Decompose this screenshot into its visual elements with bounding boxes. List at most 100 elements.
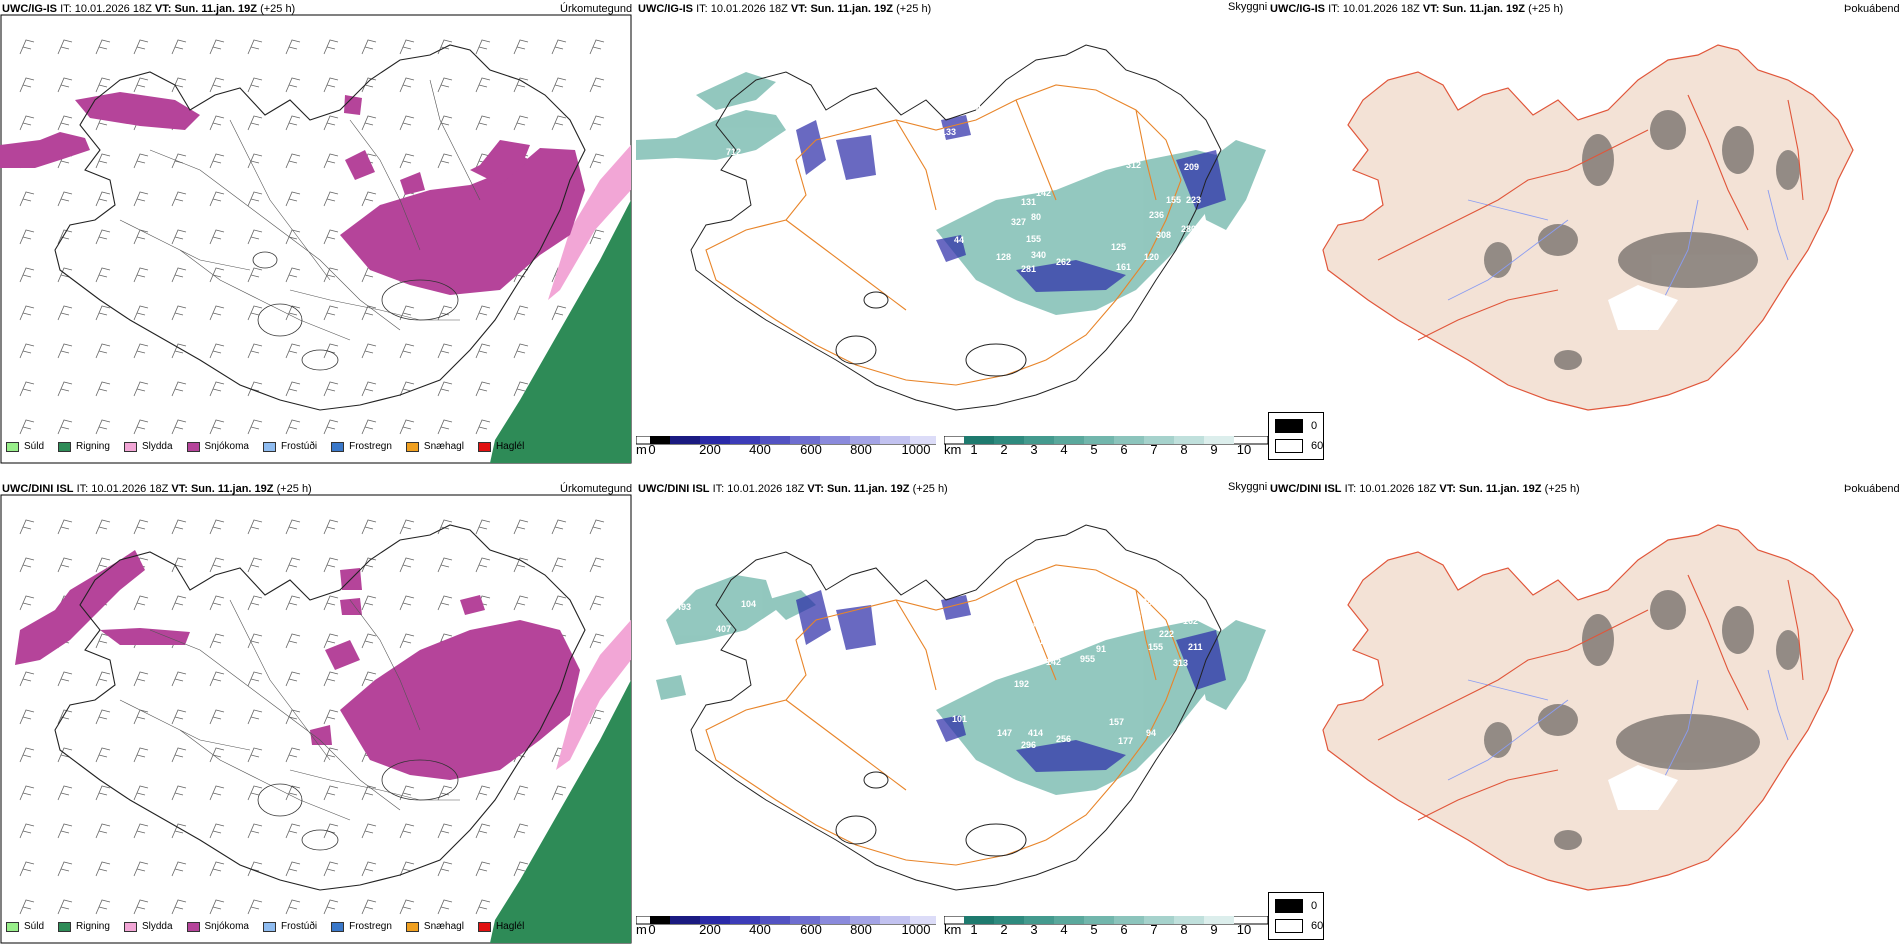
white-glacier <box>1608 765 1678 810</box>
wind-barb <box>551 595 567 611</box>
legend-hail: Haglél <box>495 921 525 932</box>
colorbar-unit: km <box>944 922 962 937</box>
wind-barb <box>19 305 35 321</box>
colorbar-tick: 6 <box>1120 922 1128 937</box>
wind-barb <box>57 267 73 283</box>
label-value: 167 <box>1034 609 1049 619</box>
wind-barb <box>209 823 225 839</box>
legend-rain: Rigning <box>76 921 110 932</box>
wind-barb <box>437 381 453 397</box>
wind-barb <box>285 823 301 839</box>
model-name: UWC/IG-IS <box>1270 3 1325 15</box>
fog-legend-high: 60 <box>1311 920 1324 932</box>
it-value: 10.01.2026 18Z <box>727 483 805 495</box>
wind-barb <box>247 633 263 649</box>
wind-barb <box>285 39 301 55</box>
wind-barb <box>323 191 339 207</box>
vt-label: VT: <box>1422 3 1440 15</box>
wind-barb <box>171 519 187 535</box>
fog-map <box>1322 524 1854 891</box>
glaciers <box>257 759 459 851</box>
label-value: 310 <box>1094 605 1109 615</box>
wind-barb <box>171 267 187 283</box>
it-value: 10.01.2026 18Z <box>710 3 788 15</box>
wind-barb <box>247 77 263 93</box>
wind-barb <box>209 229 225 245</box>
legend-drizzle: Súld <box>24 921 45 932</box>
legend-snow-grains: Snæhagl <box>423 441 464 452</box>
legend-snow: Snjókoma <box>204 921 249 932</box>
wind-barb <box>323 419 339 435</box>
model-name: UWC/DINI ISL <box>1270 483 1342 495</box>
wind-barb <box>361 861 377 877</box>
wind-barb <box>399 519 415 535</box>
wind-barb <box>171 785 187 801</box>
wind-barb <box>399 595 415 611</box>
wind-barb <box>323 39 339 55</box>
snow-areas <box>15 550 580 780</box>
wind-barb <box>209 343 225 359</box>
ceiling-colorbar: m 0 200 400 600 800 1000 <box>636 436 936 462</box>
vt-label: VT: <box>154 3 172 15</box>
wind-barb <box>95 709 111 725</box>
vt-value: Sun. 11.jan. 19Z <box>1458 483 1542 495</box>
wind-barb <box>475 557 491 573</box>
wind-barb <box>323 709 339 725</box>
label-value: 404 <box>976 104 991 114</box>
panel-header: UWC/DINI ISL IT: 10.01.2026 18Z VT: Sun.… <box>1270 483 1580 495</box>
wind-barb <box>285 557 301 573</box>
precip-map <box>0 14 632 464</box>
wind-barb <box>475 519 491 535</box>
wind-barb <box>399 39 415 55</box>
colorbar-tick: 400 <box>749 442 771 457</box>
label-value: 80 <box>1031 212 1041 222</box>
wind-barb <box>247 419 263 435</box>
rain-area <box>490 680 631 943</box>
it-value: 10.01.2026 18Z <box>1359 483 1437 495</box>
label-value: 209 <box>1184 162 1199 172</box>
wind-barb <box>95 191 111 207</box>
label-value: 128 <box>996 252 1011 262</box>
it-label: IT: <box>712 483 725 495</box>
colorbar-tick: 200 <box>699 922 721 937</box>
legend-rain: Rigning <box>76 441 110 452</box>
wind-barb <box>475 77 491 93</box>
wind-barb <box>209 899 225 915</box>
wind-barb <box>171 557 187 573</box>
wind-barb <box>133 267 149 283</box>
wind-barb <box>209 305 225 321</box>
label-value: 743 <box>1099 620 1114 630</box>
label-value: 211 <box>1188 642 1203 652</box>
panel-header: UWC/IG-IS IT: 10.01.2026 18Z VT: Sun. 11… <box>1270 3 1563 15</box>
wind-barb <box>247 595 263 611</box>
visibility-colorbar: km 1 2 3 4 5 6 7 8 9 10 <box>944 916 1268 942</box>
coastline <box>690 44 1222 411</box>
it-label: IT: <box>76 483 89 495</box>
wind-barb <box>361 899 377 915</box>
wind-barb <box>285 785 301 801</box>
wind-barb <box>285 305 301 321</box>
wind-barb <box>171 709 187 725</box>
wind-barb <box>133 899 149 915</box>
wind-barb <box>285 633 301 649</box>
wind-barb <box>551 557 567 573</box>
wind-barb <box>95 519 111 535</box>
label-value: 262 <box>1056 257 1071 267</box>
label-value: 91 <box>1096 644 1106 654</box>
label-value: 142 <box>1046 657 1061 667</box>
lead-time: (+25 h) <box>276 483 312 495</box>
colorbar-tick: 8 <box>1180 922 1188 937</box>
panel-header: UWC/DINI ISL IT: 10.01.2026 18Z VT: Sun.… <box>2 483 312 495</box>
wind-barb <box>513 861 529 877</box>
label-value: 256 <box>1056 734 1071 744</box>
wind-barb <box>513 115 529 131</box>
wind-barb <box>247 305 263 321</box>
label-value: 313 <box>1173 658 1188 668</box>
legend-drizzle: Súld <box>24 441 45 452</box>
wind-barb <box>133 39 149 55</box>
label-value: 195 <box>1049 612 1064 622</box>
wind-barb <box>323 747 339 763</box>
wind-barb <box>19 709 35 725</box>
coastline <box>54 524 586 891</box>
colorbar-tick: 8 <box>1180 442 1188 457</box>
